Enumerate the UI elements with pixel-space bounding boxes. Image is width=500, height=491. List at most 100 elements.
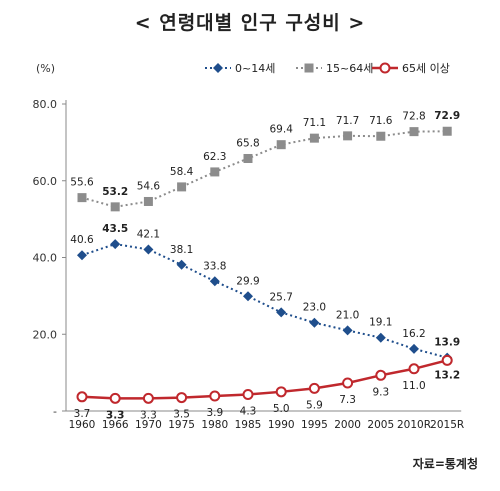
series-line bbox=[81, 359, 448, 400]
data-label: 42.1 bbox=[137, 228, 160, 240]
x-tick-label: 1960 bbox=[69, 419, 96, 431]
data-point bbox=[143, 244, 154, 255]
x-tick-label: 1975 bbox=[168, 419, 195, 431]
data-point bbox=[77, 250, 87, 261]
data-label: 40.6 bbox=[70, 234, 94, 246]
data-point bbox=[243, 291, 253, 302]
y-tick-label: - bbox=[53, 405, 57, 418]
data-point bbox=[176, 392, 188, 404]
data-point bbox=[441, 354, 453, 366]
data-label: 3.3 bbox=[140, 409, 157, 421]
data-label: 16.2 bbox=[402, 328, 425, 340]
data-point bbox=[176, 259, 187, 270]
data-label: 65.8 bbox=[236, 137, 259, 149]
data-label: 69.4 bbox=[270, 124, 294, 136]
data-label: 5.9 bbox=[306, 399, 323, 411]
data-label: 38.1 bbox=[170, 244, 193, 256]
legend-label: 65세 이상 bbox=[402, 62, 450, 75]
legend-label: 15~64세 bbox=[326, 62, 373, 75]
data-point bbox=[209, 276, 220, 287]
data-label: 62.3 bbox=[203, 151, 226, 163]
data-point bbox=[308, 382, 320, 394]
y-tick-label: 40.0 bbox=[33, 252, 58, 265]
series-1: 55.6 53.2 54.6 58.4 62.3 65.8 69.4 71.1 71.7 71.6… bbox=[70, 110, 460, 212]
legend-marker bbox=[304, 63, 314, 73]
data-point bbox=[408, 363, 420, 375]
data-point bbox=[210, 167, 220, 177]
y-tick-label: 80.0 bbox=[33, 98, 58, 111]
legend-marker bbox=[379, 62, 391, 74]
series-line bbox=[81, 130, 448, 208]
data-label: 3.3 bbox=[106, 409, 125, 421]
data-point bbox=[177, 182, 187, 192]
data-label: 71.1 bbox=[303, 117, 326, 129]
data-point bbox=[142, 392, 154, 404]
data-label: 25.7 bbox=[270, 291, 293, 303]
data-point bbox=[276, 307, 287, 318]
data-label: 9.3 bbox=[372, 386, 389, 398]
data-label: 72.9 bbox=[434, 110, 460, 122]
y-tick-label: 20.0 bbox=[33, 328, 58, 341]
data-label: 7.3 bbox=[339, 394, 356, 406]
x-tick-label: 1985 bbox=[235, 419, 262, 431]
data-point bbox=[275, 386, 287, 398]
data-label: 5.0 bbox=[273, 403, 290, 415]
data-label: 54.6 bbox=[137, 180, 161, 192]
legend-label: 0~14세 bbox=[235, 62, 275, 75]
data-point bbox=[442, 126, 452, 136]
x-tick-label: 2010R bbox=[397, 419, 431, 431]
x-tick-label: 1980 bbox=[201, 419, 228, 431]
data-label: 72.8 bbox=[402, 111, 425, 123]
data-point bbox=[110, 239, 121, 250]
data-point bbox=[309, 317, 320, 328]
x-tick-label: 1966 bbox=[102, 419, 129, 431]
data-label: 23.0 bbox=[303, 302, 326, 314]
data-point bbox=[76, 391, 88, 403]
source-note: 자료=통계청 bbox=[412, 457, 478, 471]
data-point bbox=[342, 377, 354, 389]
x-tick-label: 2000 bbox=[334, 419, 361, 431]
data-point bbox=[143, 196, 153, 206]
data-label: 4.3 bbox=[240, 405, 257, 417]
data-point bbox=[409, 343, 419, 354]
data-label: 33.8 bbox=[203, 260, 226, 272]
data-point bbox=[243, 153, 253, 163]
series-line bbox=[81, 243, 448, 359]
data-label: 53.2 bbox=[102, 186, 128, 198]
x-tick-label: 1970 bbox=[135, 419, 162, 431]
data-point bbox=[110, 202, 120, 212]
data-point bbox=[342, 325, 353, 336]
data-point bbox=[242, 388, 254, 400]
data-point bbox=[343, 131, 353, 141]
x-tick-label: 2015R bbox=[430, 419, 464, 431]
x-tick-label: 1990 bbox=[268, 419, 295, 431]
data-point bbox=[375, 369, 387, 381]
y-tick-label: 60.0 bbox=[33, 175, 58, 188]
data-label: 3.9 bbox=[206, 407, 223, 419]
data-label: 13.9 bbox=[434, 337, 460, 349]
data-point bbox=[375, 332, 386, 343]
data-label: 43.5 bbox=[102, 223, 128, 235]
data-label: 11.0 bbox=[402, 380, 425, 392]
data-label: 13.2 bbox=[434, 369, 460, 381]
legend: 0~14세 15~64세 65세 이상 bbox=[205, 62, 450, 75]
data-label: 19.1 bbox=[369, 317, 392, 329]
chart-title: < 연령대별 인구 구성비 > bbox=[134, 12, 366, 34]
data-label: 58.4 bbox=[170, 166, 194, 178]
axes: - 20.0 40.0 60.0 80.0 1960 1966 1970 1975 1980 198… bbox=[33, 98, 465, 431]
data-label: 71.7 bbox=[336, 115, 359, 127]
x-tick-label: 1995 bbox=[301, 419, 328, 431]
series-0: 40.6 43.5 42.1 38.1 33.8 29.9 25.7 23.0 21.0 19.1… bbox=[70, 223, 460, 363]
series-layer: 40.6 43.5 42.1 38.1 33.8 29.9 25.7 23.0 21.0 19.1… bbox=[70, 110, 460, 421]
data-label: 3.5 bbox=[173, 409, 190, 421]
y-axis-unit: (%) bbox=[36, 62, 55, 75]
data-point bbox=[77, 193, 87, 203]
data-label: 3.7 bbox=[74, 408, 91, 420]
data-point bbox=[376, 131, 386, 141]
data-point bbox=[276, 140, 286, 150]
data-label: 29.9 bbox=[236, 275, 259, 287]
data-point bbox=[409, 127, 419, 137]
data-point bbox=[209, 390, 221, 402]
legend-marker bbox=[213, 63, 223, 73]
